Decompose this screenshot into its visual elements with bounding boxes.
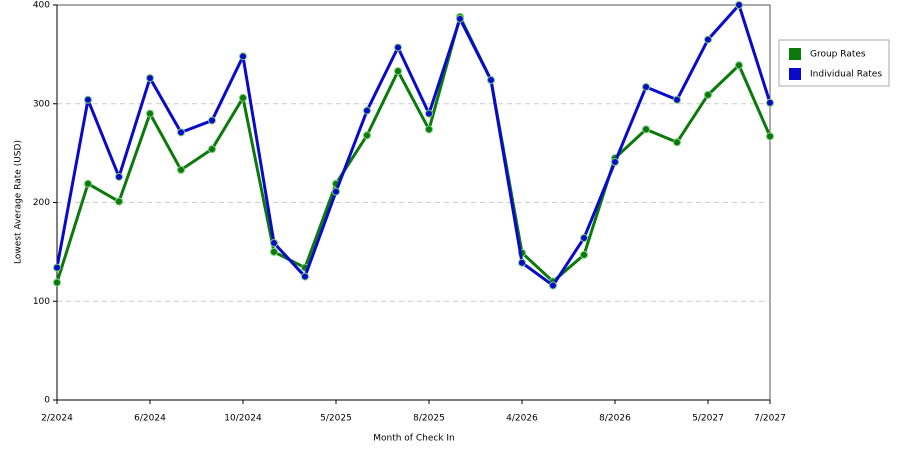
data-point (177, 128, 185, 137)
data-point (487, 76, 495, 85)
data-point (84, 179, 92, 188)
data-point (735, 1, 743, 9)
data-point (580, 234, 588, 243)
legend-swatch (789, 48, 801, 60)
data-point (146, 74, 154, 83)
data-point (177, 165, 185, 174)
data-point (425, 109, 433, 118)
data-point (208, 116, 216, 125)
x-tick-label: 8/2025 (413, 414, 445, 424)
data-point (735, 61, 743, 70)
data-point (301, 272, 309, 281)
data-point (363, 106, 371, 115)
y-tick-label: 400 (33, 1, 50, 11)
data-point (208, 145, 216, 154)
y-tick-label: 0 (44, 396, 50, 406)
x-tick-label: 8/2026 (599, 414, 631, 424)
data-point (332, 187, 340, 196)
data-point (363, 131, 371, 140)
data-point (394, 43, 402, 52)
data-point (704, 35, 712, 44)
data-point (270, 238, 278, 247)
data-point (673, 95, 681, 104)
data-point (146, 109, 154, 118)
data-point (518, 258, 526, 267)
data-point (456, 14, 464, 23)
legend-label: Group Rates (810, 50, 866, 60)
data-point (425, 125, 433, 134)
data-point (53, 263, 61, 272)
data-point (704, 90, 712, 99)
data-point (239, 52, 247, 61)
data-point (580, 250, 588, 259)
x-tick-label: 2/2024 (41, 414, 73, 424)
data-point (270, 247, 278, 256)
y-axis-label: Lowest Average Rate (USD) (14, 140, 24, 264)
data-point (766, 98, 774, 107)
y-tick-label: 100 (33, 297, 50, 307)
x-tick-label: 7/2027 (754, 414, 786, 424)
data-point (673, 138, 681, 147)
data-point (642, 125, 650, 134)
x-axis-label: Month of Check In (373, 434, 455, 444)
data-point (642, 82, 650, 91)
data-point (115, 172, 123, 181)
legend-label: Individual Rates (810, 70, 882, 80)
y-tick-label: 200 (33, 198, 50, 208)
x-tick-label: 5/2025 (320, 414, 352, 424)
series-line (55, 3, 772, 287)
data-point (239, 93, 247, 102)
data-point (53, 278, 61, 287)
data-point (766, 132, 774, 141)
y-tick-label: 300 (33, 99, 50, 109)
data-point (611, 158, 619, 167)
data-point (84, 95, 92, 104)
legend-swatch (789, 68, 801, 80)
data-point (115, 197, 123, 206)
x-tick-label: 5/2027 (692, 414, 724, 424)
x-tick-label: 6/2024 (134, 414, 166, 424)
series-line (55, 15, 772, 283)
data-point (549, 281, 557, 290)
x-tick-label: 4/2026 (506, 414, 538, 424)
x-tick-label: 10/2024 (224, 414, 262, 424)
data-point (394, 67, 402, 76)
